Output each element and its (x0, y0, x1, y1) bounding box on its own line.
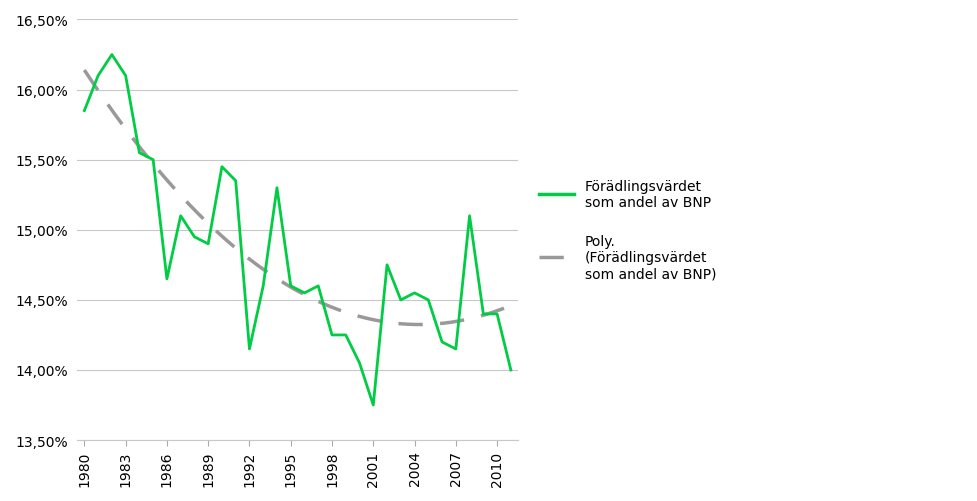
Legend: Förädlingsvärdet
som andel av BNP, Poly.
(Förädlingsvärdet
som andel av BNP): Förädlingsvärdet som andel av BNP, Poly.… (532, 174, 721, 287)
